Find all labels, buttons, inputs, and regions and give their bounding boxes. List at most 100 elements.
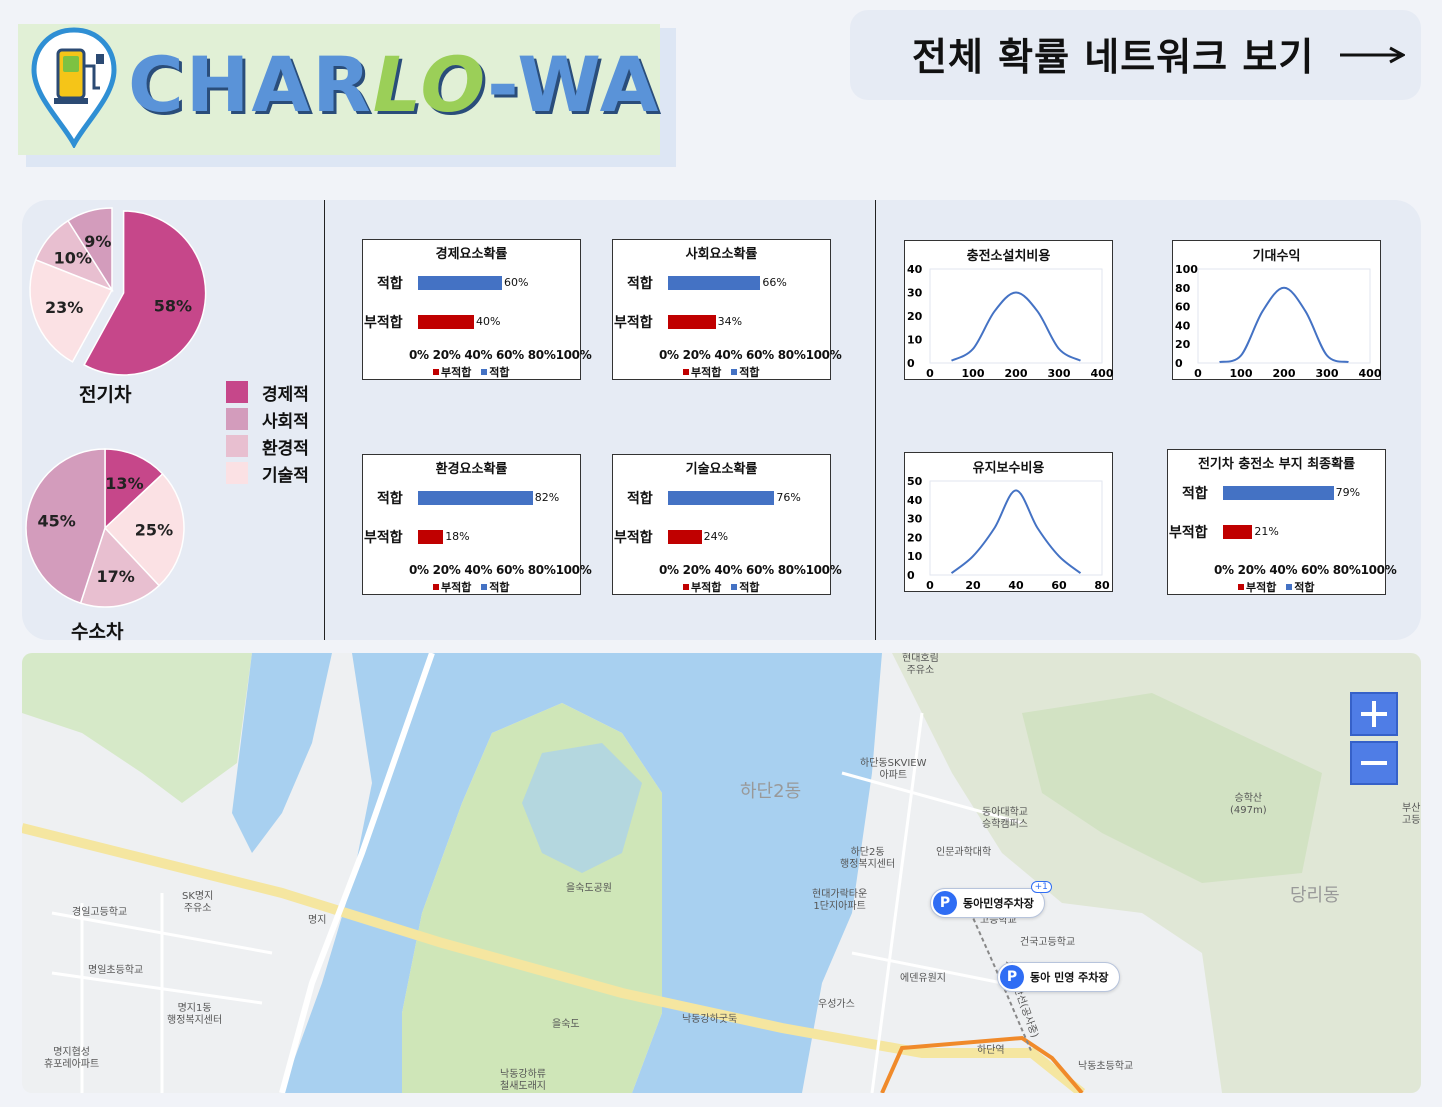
y-tick-label: 30	[907, 513, 923, 526]
legend-technical: 기술적	[226, 462, 309, 486]
legend-swatch	[731, 584, 738, 590]
legend-environmental: 환경적	[226, 435, 309, 459]
pie-slice	[67, 207, 113, 293]
pie-slice	[103, 472, 185, 587]
bar-value-label: 34%	[717, 315, 743, 328]
legend-swatch	[226, 435, 248, 457]
zoom-out-button[interactable]	[1350, 741, 1398, 785]
map-place-label: 명지	[308, 915, 327, 926]
pie-slice-label: 23%	[45, 298, 83, 317]
bar-category-label: 적합	[627, 491, 653, 507]
line-chart-card: 유지보수비용 0 10 20 30 40 50 0 20 40 60 80	[904, 452, 1113, 592]
x-tick-label: 0	[1194, 367, 1202, 380]
chart-title: 사회요소확률	[685, 247, 758, 262]
y-tick-label: 40	[1175, 319, 1191, 332]
bar-category-label: 부적합	[614, 315, 653, 331]
y-tick-label: 10	[907, 334, 923, 347]
y-tick-label: 80	[1175, 282, 1191, 295]
unfit-bar	[418, 530, 444, 544]
bar-category-label: 적합	[377, 276, 403, 292]
map-place-label: 낙동강하굿둑	[682, 1014, 738, 1025]
line-chart-card: 기대수익 0 20 40 60 80 100 0 100 200 300 400	[1172, 240, 1382, 380]
legend-label: 경제적	[262, 384, 309, 405]
chart-title: 전기차 충전소 부지 최종확률	[1197, 457, 1356, 472]
ev-pie-chart: 58% 23% 10%9%	[29, 207, 207, 376]
map-place-label: 명지협성 휴포레아파트	[44, 1047, 100, 1070]
map-place-label: 건국고등학교	[1020, 937, 1076, 948]
legend-label: 사회적	[262, 411, 309, 432]
chart-title: 경제요소확률	[435, 247, 508, 262]
chart-title: 기술요소확률	[685, 462, 758, 477]
map-place-label: 경일고등학교	[72, 907, 128, 918]
bar-chart-card: 전기차 충전소 부지 최종확률 적합 79% 부적합 21% 0% 20% 40% 60%…	[1167, 449, 1397, 595]
pie-slice-label: 25%	[135, 521, 173, 540]
charging-pin-icon	[31, 27, 117, 148]
y-tick-label: 20	[907, 531, 923, 544]
x-axis-ticks: 0% 20% 40% 60% 80%100%	[659, 563, 842, 577]
y-tick-label: 20	[1175, 338, 1191, 351]
y-tick-label: 40	[907, 494, 923, 507]
map-place-label: 인문과학대학	[936, 847, 992, 858]
chart-legend: 부적합 적합	[1238, 579, 1314, 595]
bar-category-label: 부적합	[364, 530, 403, 546]
bar-category-label: 부적합	[364, 315, 403, 331]
y-tick-label: 60	[1175, 301, 1191, 314]
map-view[interactable]: 하단2동 당리동 현대호림 주유소 하단동SKVIEW 아파트 동아대학교 승학캠퍼스…	[22, 653, 1421, 1093]
arrow-right-icon	[1340, 46, 1405, 64]
legend-label: 적합	[1294, 581, 1315, 594]
network-view-button[interactable]: 전체 확률 네트워크 보기	[850, 10, 1421, 100]
map-place-label: 고등학교	[980, 915, 1017, 926]
legend-label: 적합	[739, 366, 760, 379]
map-place-label: 명지1동 행정복지센터	[167, 1003, 223, 1026]
minus-icon	[1361, 761, 1387, 765]
bar-chart-card: 경제요소확률 적합 60% 부적합 40% 0% 20% 40% 60% 80%100% 부…	[362, 239, 592, 380]
legend-swatch	[433, 584, 439, 590]
line-plot: 0 20 40 60 80 100 0 100 200 300 400	[1175, 263, 1382, 380]
series-line	[951, 291, 1081, 362]
legend-swatch	[683, 369, 689, 375]
bar-value-label: 79%	[1335, 486, 1361, 499]
map-place-label: 하단동SKVIEW 아파트	[860, 758, 927, 781]
series-line	[950, 489, 1082, 574]
y-tick-label: 0	[907, 357, 915, 370]
pie-slice	[79, 526, 161, 608]
legend-label: 부적합	[441, 366, 472, 379]
legend-swatch	[433, 369, 439, 375]
chart-legend: 부적합 적합	[433, 364, 509, 380]
line-chart-card: 충전소설치비용 0 10 20 30 40 0 100 200 300 400	[904, 240, 1114, 380]
app-logo: CHARLO-WA	[18, 24, 660, 155]
pie-slice	[104, 448, 164, 530]
legend-label: 기술적	[262, 465, 309, 486]
map-place-label: 을숙도공원	[566, 883, 612, 894]
legend-label: 적합	[489, 581, 510, 594]
legend-label: 부적합	[691, 366, 722, 379]
divider	[324, 200, 325, 640]
bar-category-label: 부적합	[1169, 525, 1208, 541]
chart-title: 충전소설치비용	[966, 249, 1051, 264]
y-tick-label: 10	[907, 550, 923, 563]
plot-area	[929, 268, 1103, 364]
hydrogen-pie-title: 수소차	[71, 621, 124, 643]
chart-legend: 부적합 적합	[683, 364, 759, 380]
fit-bar	[418, 276, 502, 290]
legend-label: 적합	[489, 366, 510, 379]
parking-label: 동아 민영 주차장	[1030, 971, 1109, 984]
legend-swatch	[481, 584, 488, 590]
legend-swatch	[683, 584, 689, 590]
legend-label: 환경적	[262, 438, 309, 459]
district-label: 하단2동	[740, 781, 802, 802]
fit-bar	[668, 491, 775, 505]
unfit-bar	[668, 315, 716, 329]
logo-wordmark: CHARLO-WA	[128, 40, 660, 130]
bar-value-label: 60%	[504, 276, 529, 289]
zoom-in-button[interactable]	[1350, 692, 1398, 736]
x-tick-label: 400	[1091, 367, 1114, 380]
parking-marker[interactable]: P 동아 민영 주차장	[997, 962, 1120, 992]
map-place-label: 명일초등학교	[88, 965, 144, 976]
y-tick-label: 40	[907, 263, 923, 276]
legend-label: 부적합	[1246, 581, 1277, 594]
x-axis-ticks: 0% 20% 40% 60% 80%100%	[409, 348, 592, 362]
parking-count-badge: +1	[1030, 881, 1052, 893]
map-base[interactable]	[22, 653, 1421, 1093]
parking-marker[interactable]: P 동아민영주차장 +1	[930, 881, 1052, 918]
